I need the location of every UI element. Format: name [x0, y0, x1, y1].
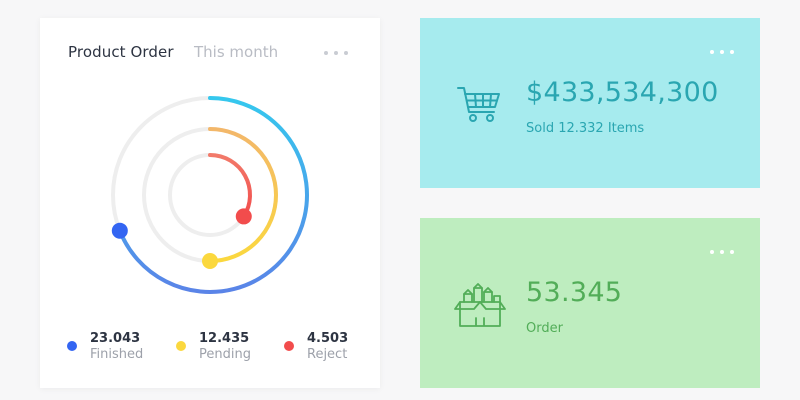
legend-label-reject: Reject — [307, 347, 348, 362]
ring-arc-pending — [208, 127, 278, 263]
shopping-cart-icon — [457, 87, 500, 122]
more-horizontal-icon[interactable] — [710, 248, 734, 256]
legend-label-pending: Pending — [199, 347, 251, 362]
legend-dot-finished — [67, 341, 77, 351]
radial-progress-chart — [111, 96, 309, 294]
sales-caption: Sold 12.332 Items — [526, 121, 645, 136]
legend-value-reject: 4.503 — [307, 331, 349, 346]
orders-value: 53.345 — [526, 277, 623, 308]
ring-arc-finished — [117, 96, 309, 294]
package-boxes-icon — [454, 283, 506, 327]
period-filter[interactable]: This month — [194, 43, 279, 61]
orders-card: 53.345 Order — [420, 218, 760, 388]
orders-caption: Order — [526, 321, 563, 336]
legend-dot-reject — [284, 341, 294, 351]
legend-label-finished: Finished — [90, 347, 144, 362]
legend-dot-pending — [176, 341, 186, 351]
sales-card: $433,534,300 Sold 12.332 Items — [420, 18, 760, 188]
more-horizontal-icon[interactable] — [324, 49, 348, 57]
card-title: Product Order — [68, 43, 174, 61]
sales-value: $433,534,300 — [526, 77, 719, 108]
ring-knob-finished — [111, 222, 128, 239]
ring-knob-reject — [235, 208, 252, 225]
ring-knob-pending — [202, 253, 218, 269]
legend-value-pending: 12.435 — [199, 331, 250, 346]
more-horizontal-icon[interactable] — [710, 48, 734, 56]
legend-value-finished: 23.043 — [90, 331, 141, 346]
ring-arc-reject — [208, 153, 252, 219]
product-order-card: Product Order This month 23.043 Finished… — [40, 18, 380, 388]
